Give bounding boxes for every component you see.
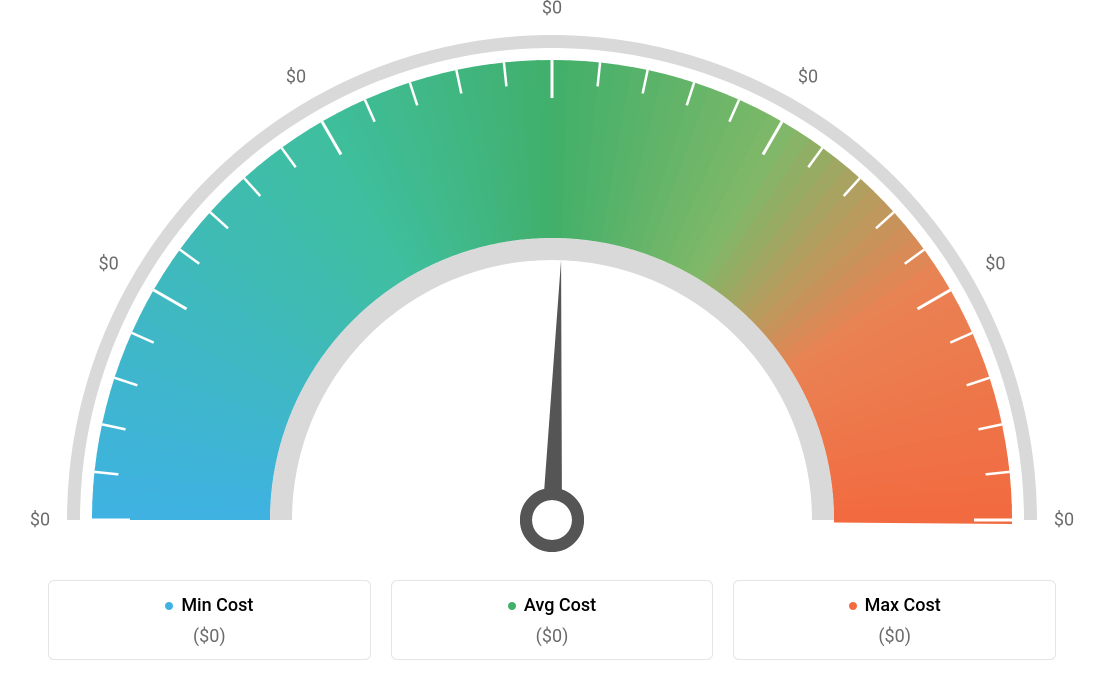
gauge-area: $0 $0 $0 $0 $0 $0 $0 xyxy=(0,0,1104,560)
legend-dot-avg xyxy=(508,602,516,610)
scale-label: $0 xyxy=(985,254,1005,275)
legend-row: Min Cost ($0) Avg Cost ($0) Max Cost ($0… xyxy=(48,580,1056,661)
legend-value-max: ($0) xyxy=(744,626,1045,647)
legend-card-avg: Avg Cost ($0) xyxy=(391,580,714,661)
legend-dot-min xyxy=(165,602,173,610)
legend-card-max: Max Cost ($0) xyxy=(733,580,1056,661)
scale-label: $0 xyxy=(98,254,118,275)
legend-card-min: Min Cost ($0) xyxy=(48,580,371,661)
legend-label-min: Min Cost xyxy=(181,595,253,616)
legend-label-max: Max Cost xyxy=(865,595,941,616)
scale-label: $0 xyxy=(1054,510,1074,531)
scale-label: $0 xyxy=(542,0,562,19)
legend-dot-max xyxy=(849,602,857,610)
scale-label: $0 xyxy=(30,510,50,531)
legend-title-avg: Avg Cost xyxy=(508,595,596,616)
legend-value-avg: ($0) xyxy=(402,626,703,647)
legend-title-min: Min Cost xyxy=(165,595,253,616)
gauge-svg xyxy=(0,0,1104,560)
legend-value-min: ($0) xyxy=(59,626,360,647)
legend-title-max: Max Cost xyxy=(849,595,941,616)
cost-gauge-chart: $0 $0 $0 $0 $0 $0 $0 Min Cost ($0) Avg Cost ($… xyxy=(0,0,1104,690)
scale-label: $0 xyxy=(286,66,306,87)
scale-label: $0 xyxy=(798,66,818,87)
legend-label-avg: Avg Cost xyxy=(524,595,596,616)
